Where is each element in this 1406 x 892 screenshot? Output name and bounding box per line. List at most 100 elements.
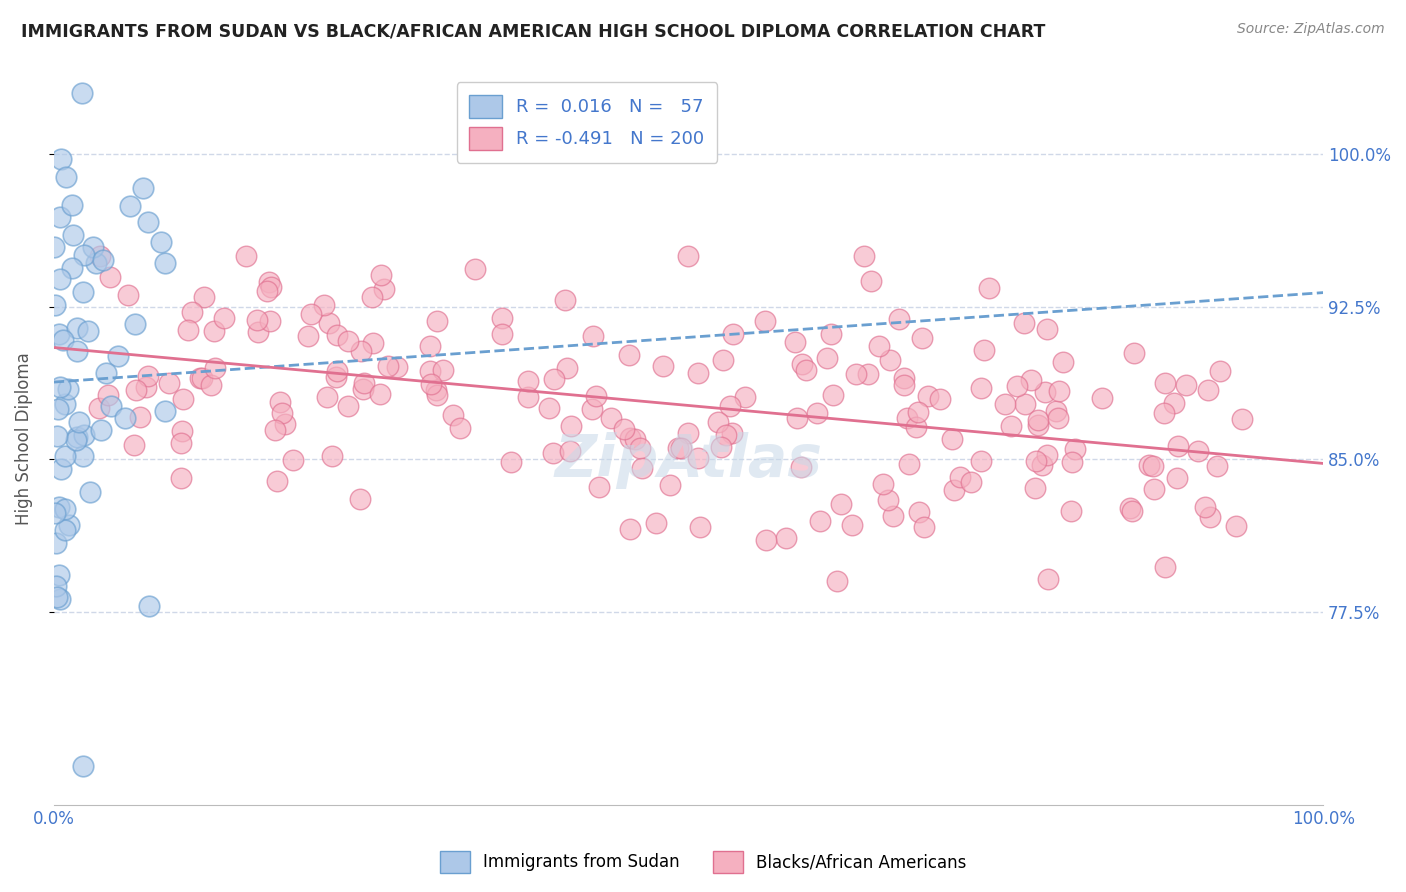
Point bbox=[124, 318, 146, 332]
Point bbox=[45, 429, 67, 443]
Point bbox=[820, 327, 842, 342]
Point bbox=[943, 483, 966, 497]
Point bbox=[53, 396, 76, 410]
Point bbox=[96, 366, 118, 380]
Point bbox=[48, 568, 70, 582]
Point bbox=[624, 433, 647, 447]
Point bbox=[363, 335, 385, 350]
Point bbox=[718, 400, 741, 414]
Point bbox=[1028, 413, 1050, 427]
Point bbox=[48, 327, 70, 342]
Point bbox=[432, 363, 454, 377]
Point bbox=[336, 399, 359, 413]
Point bbox=[297, 329, 319, 343]
Point bbox=[48, 500, 70, 514]
Point bbox=[1225, 519, 1247, 533]
Point bbox=[1046, 410, 1069, 425]
Point bbox=[426, 388, 449, 402]
Point bbox=[235, 249, 257, 263]
Point bbox=[806, 406, 828, 420]
Point bbox=[1194, 500, 1216, 514]
Point bbox=[868, 339, 890, 353]
Point bbox=[581, 401, 603, 416]
Point bbox=[129, 410, 152, 425]
Point bbox=[710, 440, 733, 454]
Point bbox=[49, 380, 72, 394]
Point bbox=[49, 210, 72, 224]
Point bbox=[89, 249, 111, 263]
Point bbox=[707, 416, 730, 430]
Point bbox=[825, 574, 848, 589]
Point bbox=[917, 389, 939, 403]
Point bbox=[911, 331, 934, 345]
Point bbox=[325, 370, 347, 384]
Point bbox=[53, 502, 76, 516]
Point bbox=[66, 430, 89, 444]
Point bbox=[912, 520, 935, 534]
Point bbox=[84, 256, 107, 270]
Point bbox=[73, 247, 96, 261]
Point bbox=[82, 239, 104, 253]
Point bbox=[55, 169, 77, 184]
Point bbox=[1206, 459, 1229, 474]
Point bbox=[49, 272, 72, 286]
Point bbox=[1036, 448, 1059, 462]
Point bbox=[122, 438, 145, 452]
Point bbox=[790, 460, 813, 475]
Point bbox=[464, 261, 486, 276]
Point bbox=[193, 290, 215, 304]
Legend: R =  0.016   N =   57, R = -0.491   N = 200: R = 0.016 N = 57, R = -0.491 N = 200 bbox=[457, 82, 717, 162]
Point bbox=[373, 282, 395, 296]
Point bbox=[1035, 384, 1057, 399]
Point bbox=[49, 591, 72, 606]
Point bbox=[844, 367, 866, 381]
Point bbox=[91, 252, 114, 267]
Point bbox=[259, 313, 281, 327]
Point bbox=[316, 390, 339, 404]
Point bbox=[1230, 412, 1253, 426]
Point bbox=[678, 249, 700, 263]
Point bbox=[66, 344, 89, 359]
Point bbox=[557, 360, 579, 375]
Point bbox=[1038, 572, 1060, 586]
Point bbox=[1166, 471, 1188, 485]
Point bbox=[977, 280, 1000, 294]
Point bbox=[1021, 374, 1043, 388]
Point bbox=[281, 452, 304, 467]
Point bbox=[200, 378, 222, 392]
Point bbox=[60, 261, 83, 276]
Point bbox=[644, 516, 666, 530]
Point bbox=[312, 298, 335, 312]
Point bbox=[72, 428, 94, 442]
Point bbox=[66, 320, 89, 334]
Point bbox=[117, 288, 139, 302]
Point bbox=[1175, 377, 1198, 392]
Point bbox=[543, 372, 565, 386]
Point bbox=[149, 235, 172, 249]
Point bbox=[377, 359, 399, 373]
Point bbox=[125, 383, 148, 397]
Point bbox=[352, 383, 374, 397]
Point bbox=[1153, 560, 1175, 574]
Point bbox=[132, 181, 155, 195]
Point bbox=[560, 419, 582, 434]
Point bbox=[72, 758, 94, 772]
Point bbox=[385, 359, 408, 374]
Point bbox=[810, 514, 832, 528]
Point bbox=[491, 327, 513, 342]
Point bbox=[118, 198, 141, 212]
Point bbox=[1121, 504, 1143, 518]
Point bbox=[51, 462, 73, 476]
Point bbox=[170, 471, 193, 485]
Point bbox=[321, 449, 343, 463]
Point bbox=[53, 523, 76, 537]
Point bbox=[794, 362, 817, 376]
Point bbox=[631, 461, 654, 475]
Point bbox=[516, 390, 538, 404]
Point bbox=[49, 152, 72, 166]
Point bbox=[1197, 383, 1219, 397]
Point bbox=[1035, 322, 1057, 336]
Point bbox=[1142, 458, 1164, 473]
Point bbox=[1045, 403, 1067, 417]
Point bbox=[425, 383, 447, 397]
